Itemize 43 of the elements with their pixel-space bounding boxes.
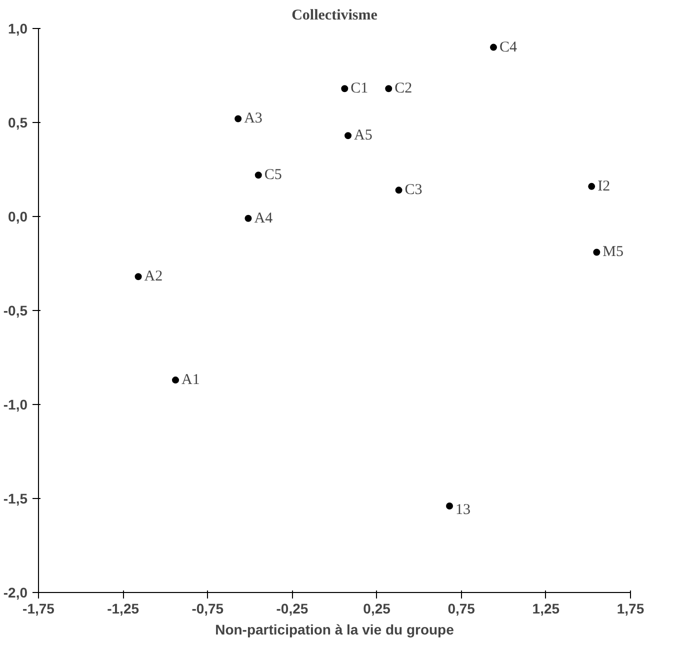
point: [234, 115, 242, 122]
annotation: C3: [404, 182, 422, 198]
annotation: M5: [602, 244, 624, 260]
point: [134, 273, 142, 280]
point: [395, 186, 402, 194]
x-tick-label: -0,25: [276, 600, 308, 616]
y-tick-label: -1,5: [3, 490, 28, 506]
point: [385, 85, 392, 92]
point: [593, 248, 600, 256]
annotation: A4: [254, 210, 274, 226]
x-axis-title: Non-participation à la vie du groupe: [215, 622, 454, 638]
x-tick-label: 1,75: [616, 600, 644, 616]
point: [490, 44, 497, 51]
point: [172, 376, 180, 384]
point: [341, 85, 348, 92]
x-tick-label: 0,25: [363, 600, 391, 616]
y-tick-label: 0,0: [8, 208, 28, 224]
annotation: C2: [394, 80, 412, 97]
annotation: I2: [598, 178, 610, 194]
x-tick-label: -0,75: [192, 600, 224, 616]
y-tick-label: 0,5: [8, 114, 28, 130]
point: [344, 132, 352, 140]
x-tick-label: -1,75: [22, 600, 55, 616]
point: [254, 172, 262, 179]
annotation: A1: [182, 372, 200, 388]
point: [244, 214, 252, 222]
y-tick-label: 1,0: [8, 20, 28, 36]
y-tick-label: -2,0: [3, 584, 28, 600]
x-tick-label: 0,75: [448, 600, 476, 616]
annotation: C5: [264, 167, 282, 184]
annotation: 13: [456, 502, 471, 518]
chart-title: Collectivisme: [292, 8, 378, 24]
y-tick-label: -1,0: [3, 396, 28, 412]
point: [588, 182, 596, 190]
annotation: A3: [244, 110, 262, 127]
annotation: A5: [354, 128, 372, 144]
annotation: C4: [499, 39, 518, 56]
x-tick-label: -1,25: [107, 600, 140, 616]
annotation: C1: [350, 80, 368, 97]
annotation: A2: [144, 268, 163, 285]
x-tick-label: 1,25: [532, 600, 560, 616]
point: [446, 502, 454, 510]
y-tick-label: -0,5: [3, 302, 28, 318]
